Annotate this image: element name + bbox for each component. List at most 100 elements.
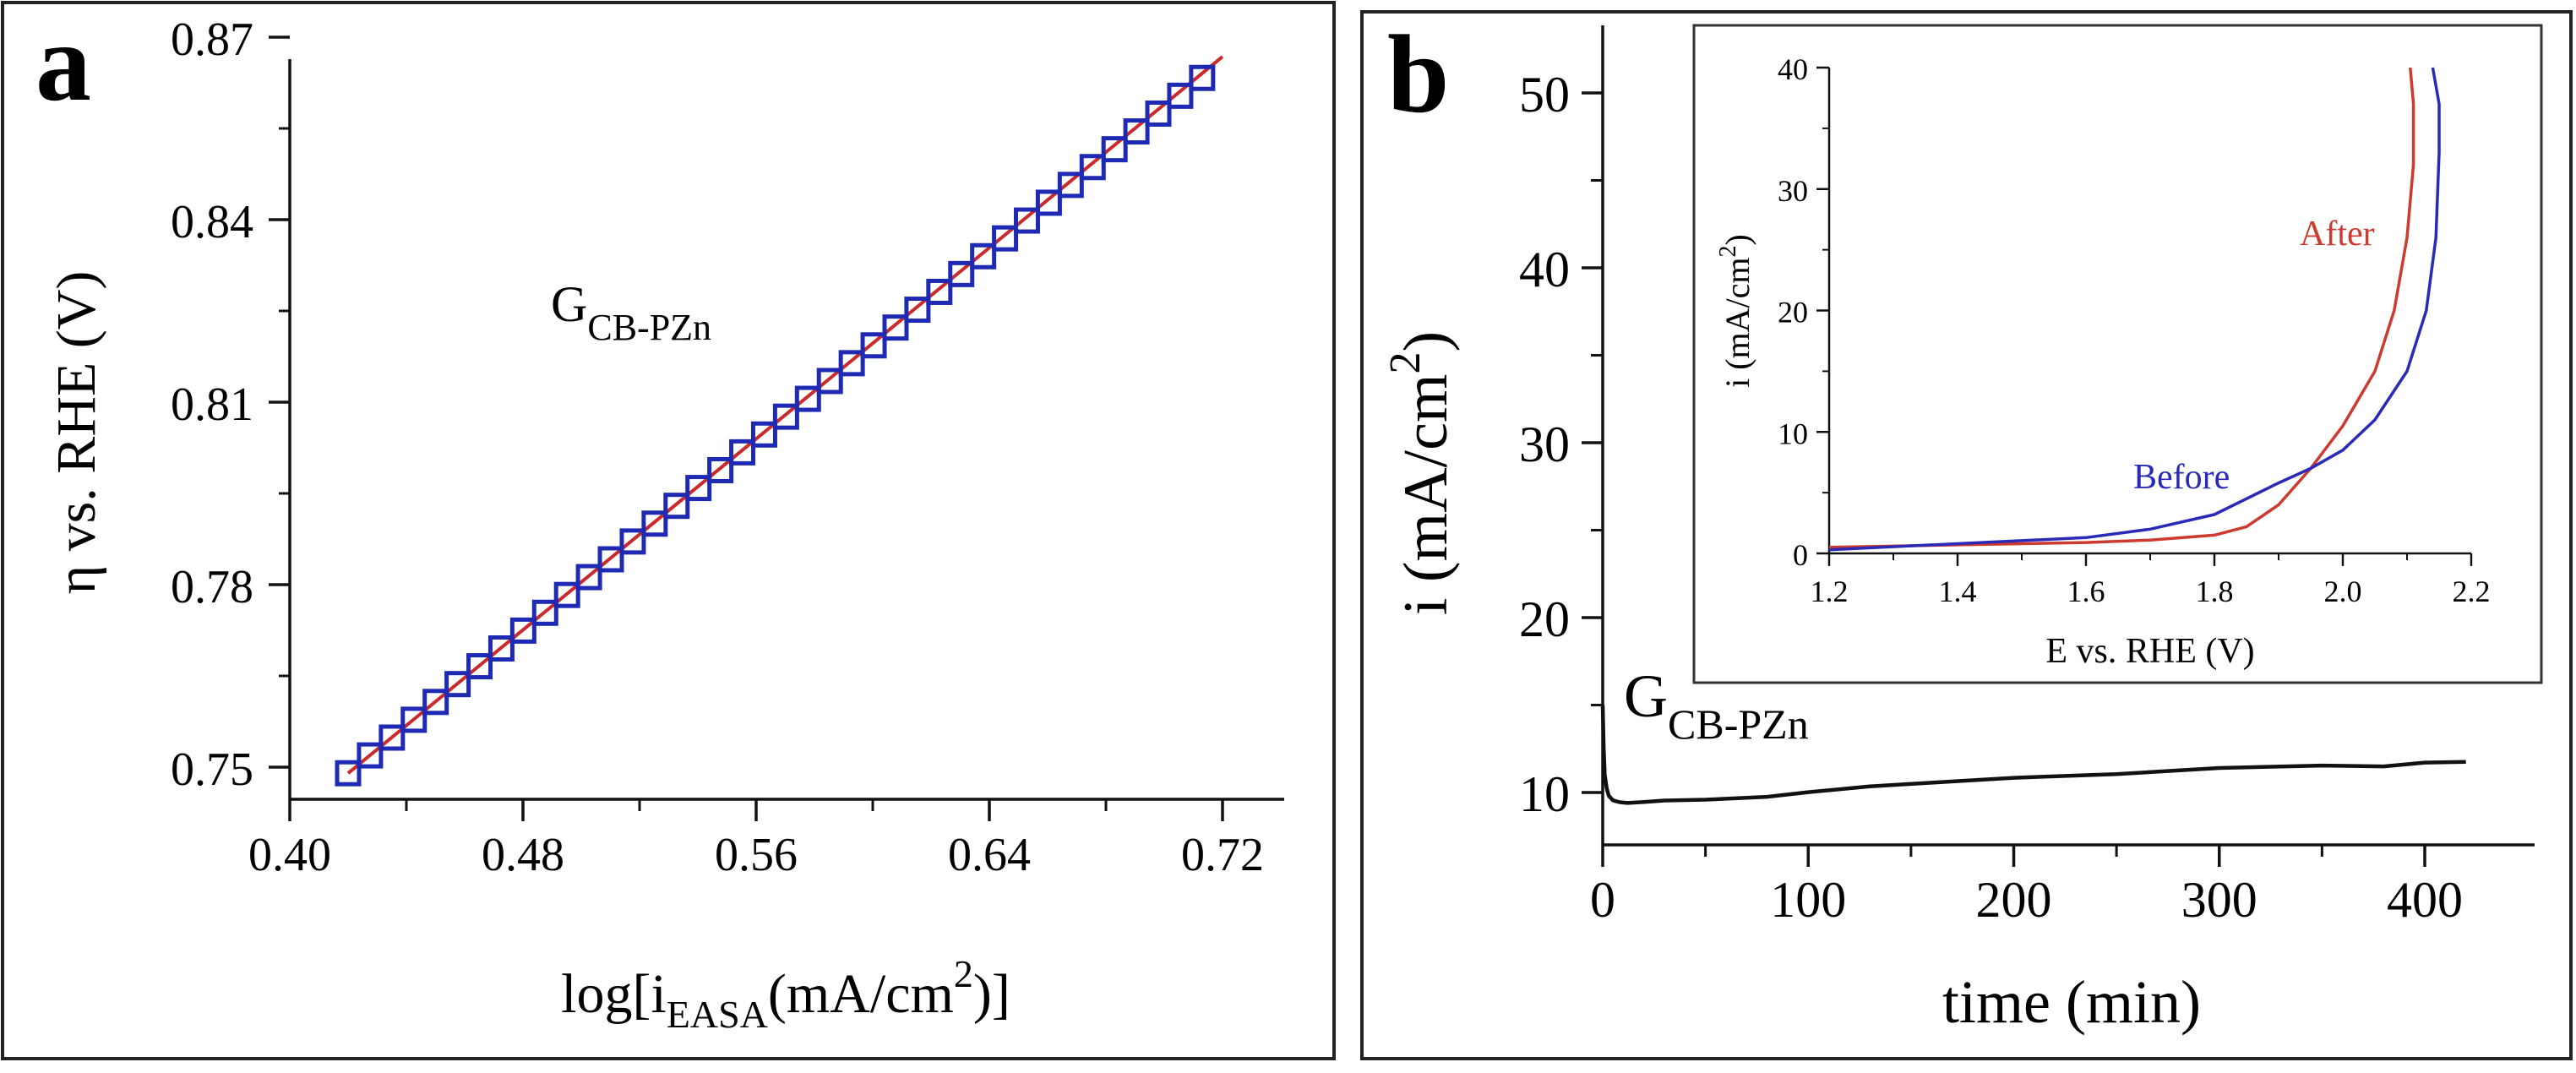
data-point-square	[575, 564, 602, 591]
data-point-square	[1013, 207, 1040, 234]
data-point-square	[729, 438, 756, 466]
x-tick-label: 0.72	[1181, 829, 1264, 881]
inset-y-tick-label: 20	[1778, 296, 1808, 330]
data-point-square	[1101, 136, 1128, 163]
panel-a-annotation: GCB-PZn	[551, 276, 711, 348]
panel-b-current-curve	[1600, 705, 2466, 805]
panel-b-x-label: time (min)	[1942, 968, 2201, 1036]
x-tick-label: 0.40	[248, 829, 331, 881]
inset-y-tick-label: 10	[1778, 417, 1808, 450]
y-tick-label: 30	[1519, 417, 1570, 472]
panel-a-x-label: log[iEASA(mA/cm2)]	[561, 952, 1010, 1036]
x-tick-label: 100	[1770, 872, 1846, 928]
x-tick-label: 300	[2181, 872, 2257, 928]
panel-a-x-ticks: 0.40 0.48 0.56 0.64 0.72	[248, 799, 1264, 881]
y-tick-label: 50	[1519, 67, 1570, 123]
data-point-square	[1145, 100, 1172, 127]
x-tick-label: 200	[1976, 872, 2052, 928]
y-tick-label: 10	[1519, 766, 1570, 822]
panel-a-data-points	[335, 64, 1216, 787]
inset-x-tick-label: 1.2	[1811, 575, 1849, 608]
data-point-square	[838, 350, 865, 377]
data-point-square	[597, 546, 624, 573]
data-point-square	[357, 742, 384, 769]
panel-b-frame	[1360, 10, 2573, 1060]
panel-a-y-ticks: 0.75 0.78 0.81 0.84 0.87	[171, 14, 290, 796]
inset-y-label: i (mA/cm2)	[1715, 234, 1756, 388]
inset-curves	[1828, 67, 2441, 552]
x-tick-label: 0	[1590, 872, 1615, 928]
panel-a-y-label: η vs. RHE (V)	[46, 271, 107, 595]
x-tick-label: 0.56	[715, 829, 798, 881]
inset-x-tick-label: 1.4	[1939, 575, 1977, 608]
panel-b-annotation: GCB-PZn	[1624, 662, 1809, 748]
inset-y-tick-label: 30	[1778, 174, 1808, 208]
data-point-square	[860, 332, 887, 359]
data-point-square	[816, 368, 843, 395]
current-vs-time-line	[1600, 705, 2466, 805]
inset-curve-before	[1828, 67, 2441, 552]
data-point-square	[509, 617, 536, 644]
inset-x-tick-label: 1.8	[2196, 575, 2234, 608]
y-tick-label: 0.75	[171, 743, 253, 796]
data-point-square	[1057, 172, 1084, 199]
panel-b-label: b	[1387, 12, 1449, 136]
data-point-square	[487, 635, 515, 662]
fit-line	[346, 55, 1224, 775]
inset-x-ticks: 1.2 1.4 1.6 1.8 2.0 2.2	[1811, 553, 2491, 608]
data-point-square	[707, 456, 734, 483]
data-point-square	[400, 706, 428, 733]
data-point-square	[379, 724, 406, 751]
data-point-square	[772, 403, 799, 430]
panel-a-label: a	[35, 0, 91, 124]
data-point-square	[1167, 82, 1194, 109]
data-point-square	[992, 225, 1019, 252]
legend-before-label: Before	[2133, 458, 2230, 497]
data-point-square	[466, 653, 493, 680]
x-tick-label: 0.64	[948, 829, 1031, 881]
panel-a: a 0.750.780.810.840.87 0.40 0.48 0.56 0.64 0…	[1, 0, 1336, 1060]
data-point-square	[882, 314, 909, 341]
data-point-square	[619, 528, 646, 555]
data-point-square	[335, 760, 362, 787]
data-point-square	[794, 385, 821, 412]
panel-b-y-label: i (mA/cm2)	[1381, 331, 1461, 615]
y-tick-label: 20	[1519, 591, 1570, 647]
panel-b-y-ticks: 10 20 30 40 50	[1519, 67, 1603, 822]
y-tick-label: 0.87	[171, 14, 253, 66]
inset-y-tick-label: 0	[1793, 538, 1808, 572]
panel-b-x-ticks: 0 100 200 300 400	[1590, 845, 2463, 928]
data-point-square	[553, 581, 580, 608]
inset-x-label: E vs. RHE (V)	[2045, 632, 2254, 671]
y-tick-label: 0.84	[171, 196, 253, 248]
data-point-square	[904, 297, 931, 324]
y-tick-label: 40	[1519, 242, 1570, 297]
data-point-square	[750, 421, 777, 448]
inset-x-tick-label: 1.6	[2067, 575, 2105, 608]
data-point-square	[948, 260, 975, 287]
data-point-square	[641, 510, 668, 537]
data-point-square	[970, 242, 997, 270]
data-point-square	[1189, 64, 1216, 91]
data-point-square	[1123, 118, 1150, 145]
y-tick-label: 0.78	[171, 561, 253, 613]
inset-y-tick-label: 40	[1778, 52, 1808, 86]
y-tick-label: 0.81	[171, 379, 253, 431]
data-point-square	[1079, 154, 1106, 181]
data-point-square	[1035, 189, 1062, 216]
panel-a-frame	[1, 1, 1336, 1060]
x-tick-label: 0.48	[482, 829, 564, 881]
inset-frame	[1692, 24, 2543, 684]
x-tick-label: 400	[2387, 872, 2463, 928]
panel-a-fit-line	[346, 55, 1224, 775]
inset-x-tick-label: 2.2	[2453, 575, 2491, 608]
data-point-square	[685, 475, 712, 502]
data-point-square	[422, 689, 449, 716]
legend-after-label: After	[2300, 215, 2375, 253]
inset-y-ticks: 0 10 20 30 40	[1778, 52, 1829, 572]
data-point-square	[444, 671, 471, 698]
data-point-square	[531, 599, 558, 626]
